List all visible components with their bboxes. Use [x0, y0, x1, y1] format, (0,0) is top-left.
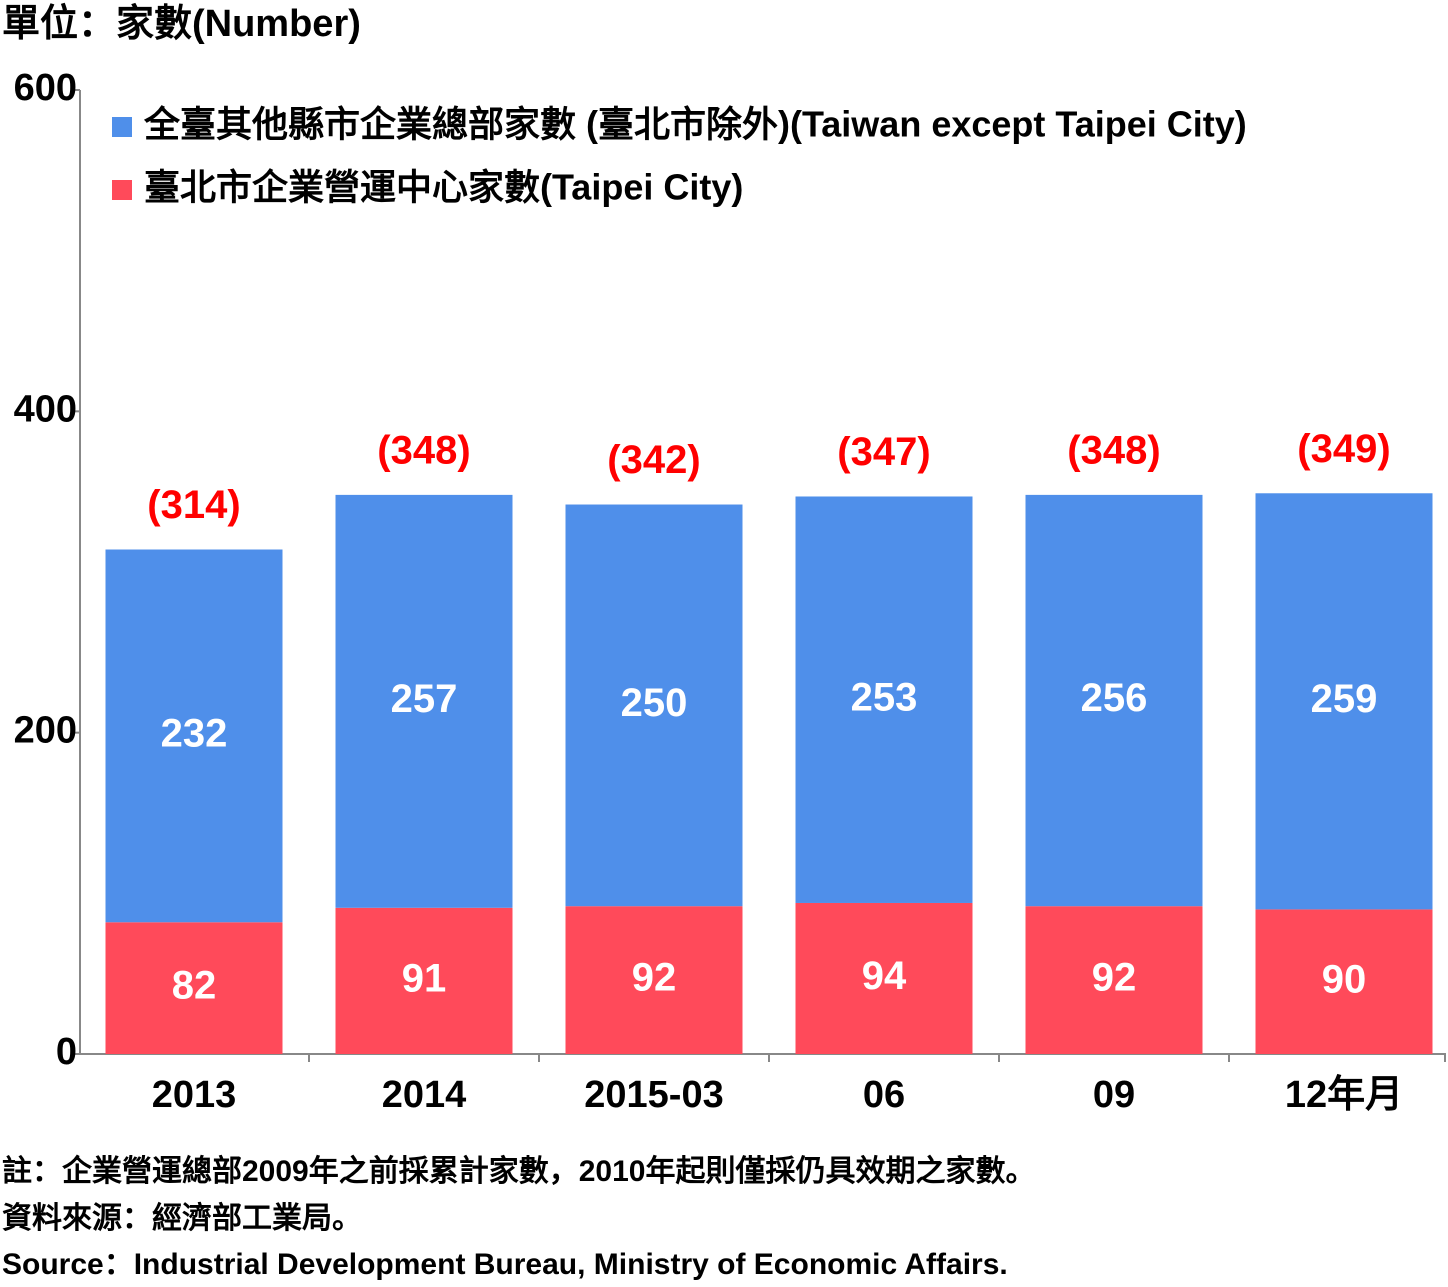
legend-label: 臺北市企業營運中心家數(Taipei City) [144, 167, 743, 208]
value-label: 259 [1311, 677, 1378, 721]
chart-title: 單位：家數(Number) [2, 3, 361, 45]
x-tick-label: 2014 [382, 1074, 467, 1116]
x-tick-label: 06 [863, 1074, 905, 1116]
y-tick-label: 200 [14, 710, 77, 752]
bar-segment [795, 496, 973, 903]
value-label: 92 [1092, 956, 1137, 1000]
x-tick-label: 12年月 [1285, 1074, 1403, 1116]
note: 註：企業營運總部2009年之前採累計家數，2010年起則僅採仍具效期之家數。 [2, 1154, 1035, 1188]
value-label: 250 [621, 681, 688, 725]
bar-segment [335, 907, 513, 1054]
value-label: 92 [632, 956, 677, 1000]
legend-swatch [112, 117, 132, 137]
value-label: 90 [1322, 957, 1367, 1001]
bar-segment [105, 922, 283, 1054]
legend-swatch [112, 180, 132, 200]
total-label: (349) [1297, 427, 1390, 471]
x-tick-label: 09 [1093, 1074, 1135, 1116]
y-tick-label: 400 [14, 388, 77, 430]
note: 資料來源：經濟部工業局。 [2, 1201, 362, 1235]
bar-segment [1025, 494, 1203, 907]
bar-segment [1255, 909, 1433, 1054]
bar-segment [1025, 906, 1203, 1054]
bar-segment [565, 504, 743, 907]
y-tick-label: 0 [56, 1031, 77, 1073]
note: Source：Industrial Development Bureau, Mi… [2, 1248, 1008, 1281]
value-label: 82 [172, 964, 217, 1008]
y-tick-label: 600 [14, 67, 77, 109]
bar-segment [335, 494, 513, 908]
x-tick-label: 2013 [152, 1074, 237, 1116]
x-tick-label: 2015-03 [584, 1074, 723, 1116]
value-label: 253 [851, 675, 918, 719]
total-label: (348) [1067, 428, 1160, 472]
bar-segment [105, 549, 283, 923]
value-label: 256 [1081, 676, 1148, 720]
bar-segment [795, 902, 973, 1054]
total-label: (342) [607, 438, 700, 482]
bar-segment [565, 906, 743, 1054]
value-label: 232 [161, 711, 228, 755]
total-label: (348) [377, 428, 470, 472]
value-label: 91 [402, 956, 447, 1000]
value-label: 94 [862, 954, 907, 998]
total-label: (347) [837, 430, 930, 474]
value-label: 257 [391, 677, 458, 721]
bar-segment [1255, 493, 1433, 910]
legend-label: 全臺其他縣市企業總部家數 (臺北市除外)(Taiwan except Taipe… [143, 104, 1247, 145]
total-label: (314) [147, 483, 240, 527]
